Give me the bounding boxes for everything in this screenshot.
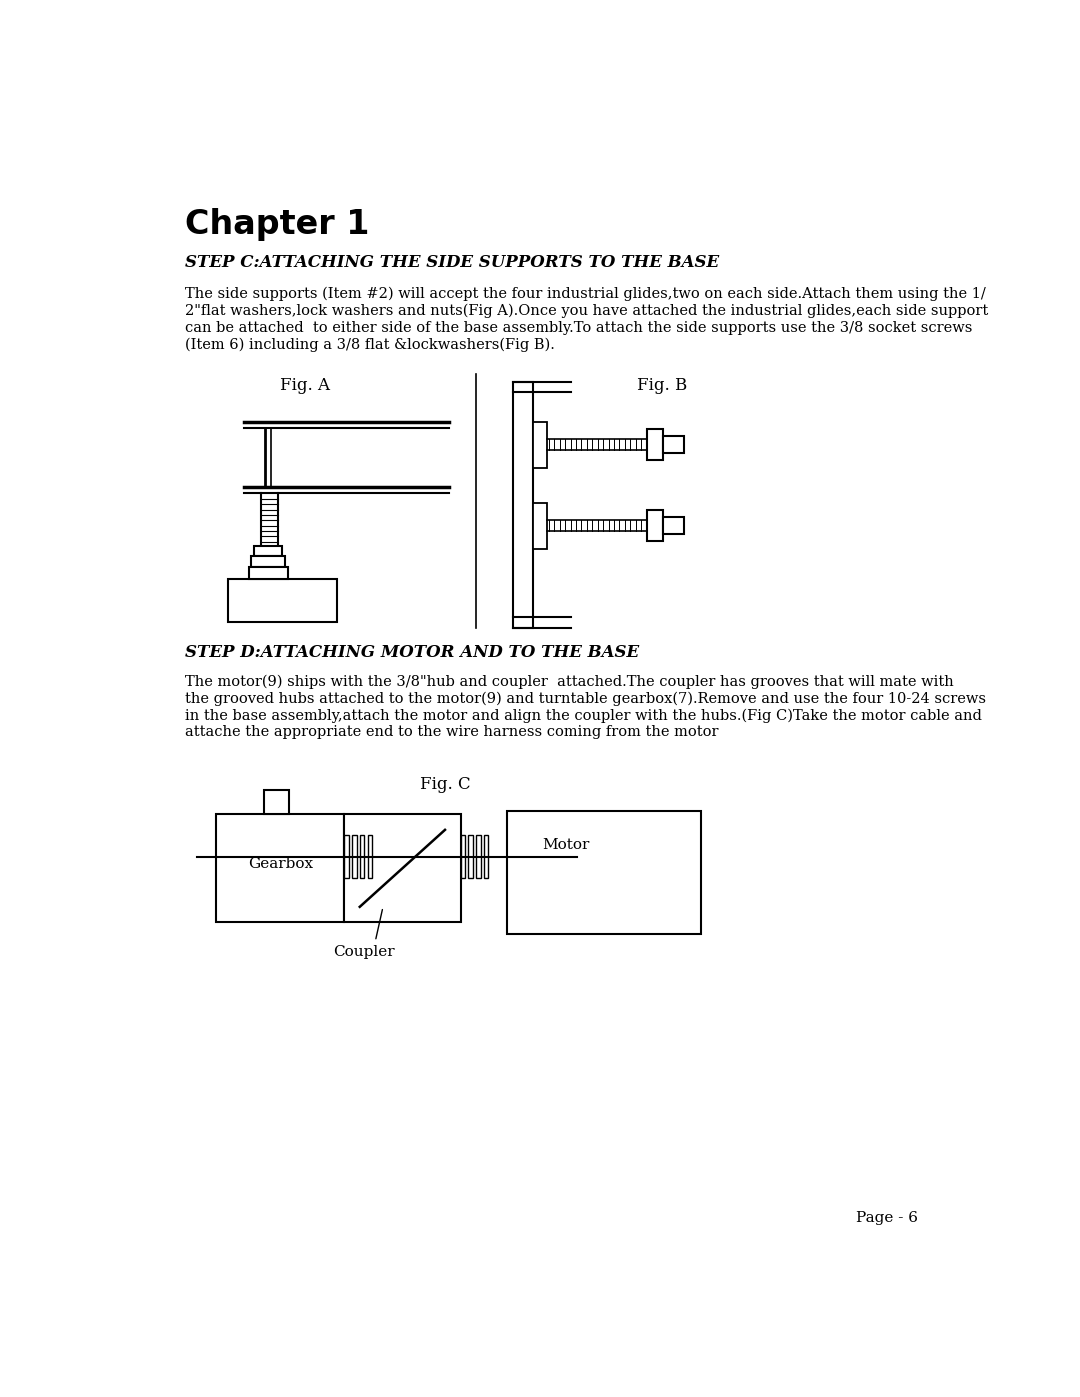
Text: Motor: Motor [542, 838, 590, 852]
Text: the grooved hubs attached to the motor(9) and turntable gearbox(7).Remove and us: the grooved hubs attached to the motor(9… [186, 692, 986, 705]
Bar [345, 814, 460, 922]
Text: Coupler: Coupler [333, 946, 394, 960]
Text: Chapter 1: Chapter 1 [186, 208, 369, 240]
Text: (Item 6) including a 3/8 flat &lockwashers(Fig B).: (Item 6) including a 3/8 flat &lockwashe… [186, 338, 555, 352]
Bar [367, 835, 373, 879]
Bar [476, 835, 481, 879]
Bar [460, 835, 465, 879]
Bar [352, 835, 356, 879]
Text: Fig. C: Fig. C [420, 775, 470, 793]
Bar [532, 503, 546, 549]
Text: can be attached  to either side of the base assembly.To attach the side supports: can be attached to either side of the ba… [186, 321, 973, 335]
Bar [264, 789, 288, 814]
Bar [647, 510, 663, 541]
Bar [360, 835, 364, 879]
Bar [252, 556, 285, 567]
Bar [663, 436, 685, 453]
Bar [255, 546, 282, 556]
Bar [248, 567, 287, 578]
Bar [469, 835, 473, 879]
Text: Fig. B: Fig. B [637, 377, 687, 394]
Text: Gearbox: Gearbox [247, 858, 313, 872]
Text: attache the appropriate end to the wire harness coming from the motor: attache the appropriate end to the wire … [186, 725, 719, 739]
Bar [647, 429, 663, 460]
Text: STEP D:ATTACHING MOTOR AND TO THE BASE: STEP D:ATTACHING MOTOR AND TO THE BASE [186, 644, 639, 661]
Text: Fig. A: Fig. A [281, 377, 330, 394]
Text: in the base assembly,attach the motor and align the coupler with the hubs.(Fig C: in the base assembly,attach the motor an… [186, 708, 982, 722]
Bar [513, 381, 532, 629]
Text: The side supports (Item #2) will accept the four industrial glides,two on each s: The side supports (Item #2) will accept … [186, 286, 986, 302]
Text: 2"flat washers,lock washers and nuts(Fig A).Once you have attached the industria: 2"flat washers,lock washers and nuts(Fig… [186, 305, 988, 319]
Text: Page - 6: Page - 6 [855, 1211, 918, 1225]
Text: The motor(9) ships with the 3/8"hub and coupler  attached.The coupler has groove: The motor(9) ships with the 3/8"hub and … [186, 675, 954, 689]
Bar [532, 422, 546, 468]
Bar [216, 814, 345, 922]
Bar [345, 835, 349, 879]
Bar [228, 578, 337, 622]
Bar [507, 810, 701, 933]
Text: STEP C:ATTACHING THE SIDE SUPPORTS TO THE BASE: STEP C:ATTACHING THE SIDE SUPPORTS TO TH… [186, 254, 719, 271]
Bar [484, 835, 488, 879]
Bar [663, 517, 685, 534]
